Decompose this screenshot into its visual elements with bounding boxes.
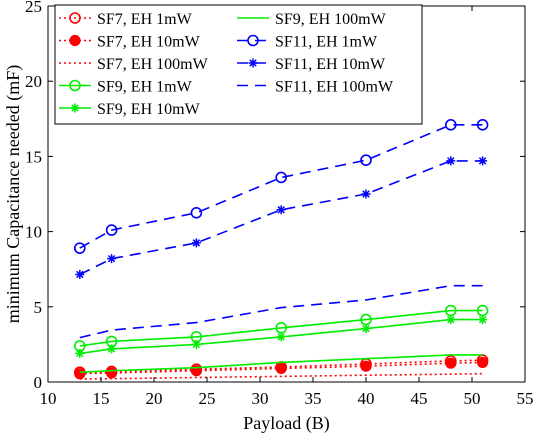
data-point xyxy=(107,254,117,264)
legend-item-5: SF9, EH 10mW xyxy=(59,101,201,118)
legend-label: SF9, EH 100mW xyxy=(275,11,387,28)
series-9 xyxy=(79,284,483,339)
series-layer xyxy=(74,119,489,380)
legend-label: SF11, EH 100mW xyxy=(275,79,394,96)
legend-box xyxy=(54,4,423,125)
y-tick-label: 10 xyxy=(25,223,42,242)
series-2 xyxy=(74,356,489,380)
x-tick-label: 15 xyxy=(93,389,110,408)
series-7 xyxy=(74,119,489,254)
data-point xyxy=(361,324,371,334)
data-point xyxy=(275,171,288,184)
x-tick-label: 20 xyxy=(146,389,163,408)
series-6 xyxy=(79,354,483,373)
legend-item-6: SF9, EH 100mW xyxy=(237,11,387,28)
legend-label: SF11, EH 10mW xyxy=(275,56,386,73)
data-point xyxy=(478,315,488,325)
data-point xyxy=(446,156,456,166)
legend-label: SF11, EH 1mW xyxy=(275,34,378,51)
legend-item-7: SF11, EH 1mW xyxy=(237,34,378,51)
series-line xyxy=(79,124,483,249)
series-3 xyxy=(79,372,483,380)
series-5 xyxy=(75,315,488,358)
legend-label: SF7, EH 10mW xyxy=(97,34,201,51)
data-point xyxy=(105,367,118,379)
x-tick-label: 35 xyxy=(305,389,322,408)
data-point xyxy=(360,360,372,372)
legend-item-9: SF11, EH 100mW xyxy=(237,79,394,96)
y-tick-label: 20 xyxy=(25,72,42,91)
legend-label: SF7, EH 1mW xyxy=(97,11,193,28)
data-point xyxy=(74,242,86,254)
data-point xyxy=(361,189,371,199)
x-tick-label: 50 xyxy=(464,389,481,408)
data-point xyxy=(74,368,86,380)
legend-marker xyxy=(248,58,258,68)
data-point xyxy=(191,339,201,349)
x-tick-label: 25 xyxy=(199,389,216,408)
series-line xyxy=(79,309,483,347)
data-point xyxy=(276,205,286,215)
x-axis-label: Payload (B) xyxy=(243,413,329,434)
series-line xyxy=(79,284,483,339)
x-tick-label: 55 xyxy=(517,389,534,408)
legend-label: SF7, EH 100mW xyxy=(97,56,209,73)
data-point xyxy=(276,332,286,342)
data-point xyxy=(445,357,457,369)
legend-item-8: SF11, EH 10mW xyxy=(237,56,386,73)
data-point xyxy=(477,356,489,369)
legend-marker xyxy=(70,103,80,113)
y-tick-label: 25 xyxy=(25,0,42,16)
legend: SF7, EH 1mW SF7, EH 10mW SF7, EH 100mW SF9,… xyxy=(54,4,423,125)
data-point xyxy=(476,119,489,131)
data-point xyxy=(75,269,85,279)
series-line xyxy=(79,354,483,373)
legend-marker xyxy=(69,34,81,47)
data-point xyxy=(105,224,118,236)
x-tick-label: 45 xyxy=(411,389,428,408)
x-tick-label: 30 xyxy=(252,389,269,408)
x-tick-label: 40 xyxy=(358,389,375,408)
y-axis-label: minimum Capacitance needed (mF) xyxy=(3,65,24,323)
x-tick-label: 10 xyxy=(40,389,57,408)
y-tick-label: 5 xyxy=(34,298,43,317)
legend-item-2: SF7, EH 10mW xyxy=(59,34,201,51)
legend-label: SF9, EH 10mW xyxy=(97,101,201,118)
series-8 xyxy=(75,156,488,279)
legend-marker xyxy=(69,12,81,24)
data-point xyxy=(191,238,201,248)
data-point xyxy=(107,344,117,354)
data-point xyxy=(190,207,203,219)
legend-item-4: SF9, EH 1mW xyxy=(59,79,193,96)
series-line xyxy=(79,372,483,380)
axes-layer: 10 15 20 25 30 35 40 45 50 55 0 5 10 15 20 25 xyxy=(25,0,534,408)
data-point xyxy=(444,119,457,131)
legend-marker xyxy=(247,34,259,47)
y-tick-label: 0 xyxy=(34,373,43,392)
data-point xyxy=(478,156,488,166)
data-point xyxy=(360,154,372,166)
data-point xyxy=(75,348,85,358)
legend-item-1: SF7, EH 1mW xyxy=(59,11,193,28)
legend-marker xyxy=(69,79,81,92)
y-tick-label: 15 xyxy=(25,147,42,166)
data-point xyxy=(446,315,456,325)
data-point xyxy=(275,362,287,375)
legend-item-3: SF7, EH 100mW xyxy=(59,56,209,73)
legend-label: SF9, EH 1mW xyxy=(97,79,193,96)
